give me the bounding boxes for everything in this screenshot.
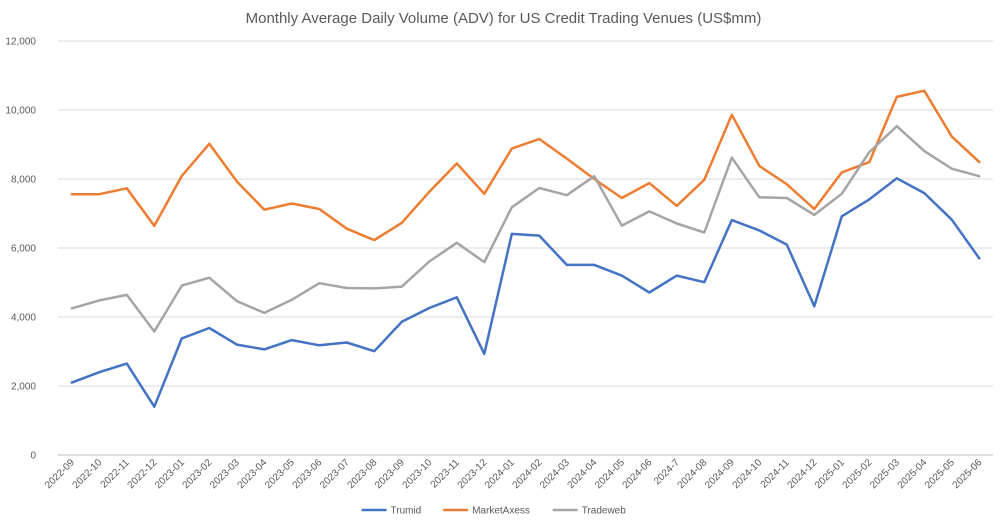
series-line-tradeweb xyxy=(70,124,981,333)
series-line-trumid xyxy=(70,177,981,408)
series-line-marketaxess xyxy=(70,89,981,242)
y-axis-tick-labels: 0 2,000 4,000 6,000 8,000 10,000 12,000 xyxy=(5,37,36,462)
y-tick-label: 12,000 xyxy=(5,37,36,48)
legend: Trumid MarketAxess Tradeweb xyxy=(361,506,627,517)
x-tick-label: 2022-10 xyxy=(71,457,105,491)
x-tick-label: 2024-10 xyxy=(731,457,765,491)
y-tick-label: 8,000 xyxy=(11,175,36,186)
x-tick-label: 2024-06 xyxy=(621,457,655,491)
y-tick-label: 2,000 xyxy=(11,382,36,393)
y-tick-label: 10,000 xyxy=(5,106,36,117)
y-tick-label: 6,000 xyxy=(11,244,36,255)
legend-label: Tradeweb xyxy=(582,506,627,517)
legend-item-tradeweb: Tradeweb xyxy=(552,506,627,517)
legend-label: MarketAxess xyxy=(472,506,530,517)
series-lines xyxy=(70,89,981,408)
legend-item-marketaxess: MarketAxess xyxy=(443,506,530,517)
y-tick-label: 0 xyxy=(30,451,36,462)
gridlines xyxy=(58,40,993,456)
y-tick-label: 4,000 xyxy=(11,313,36,324)
x-tick-label: 2023-10 xyxy=(401,457,435,491)
chart-title: Monthly Average Daily Volume (ADV) for U… xyxy=(246,10,762,27)
legend-label: Trumid xyxy=(391,506,422,517)
x-axis-tick-labels: 2022-092022-102022-112022-122023-012023-… xyxy=(43,457,985,491)
x-tick-label: 2025-06 xyxy=(951,457,985,491)
legend-item-trumid: Trumid xyxy=(361,506,422,517)
